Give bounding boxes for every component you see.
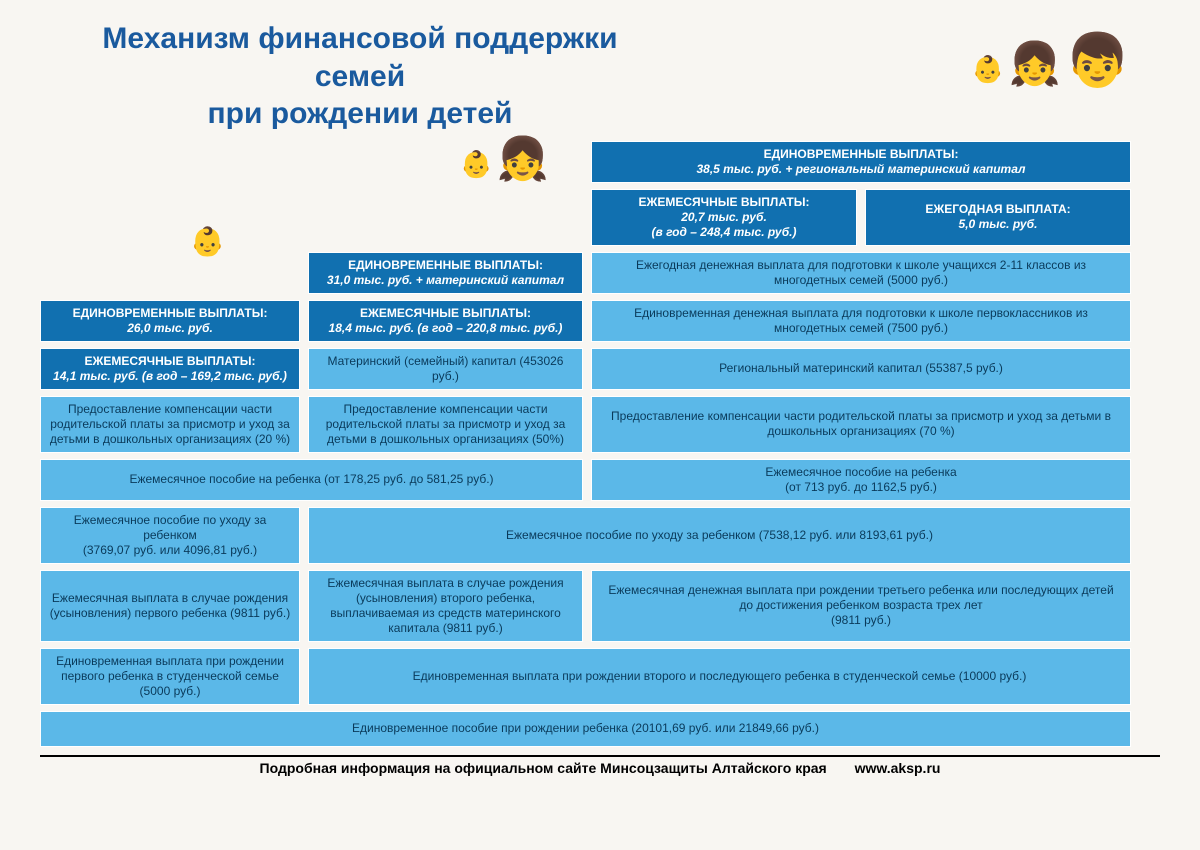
col3-annual-header: ЕЖЕГОДНАЯ ВЫПЛАТА: 5,0 тыс. руб. — [865, 189, 1131, 246]
col3-regional-capital: Региональный материнский капитал (55387,… — [591, 348, 1131, 390]
col1-student-family: Единовременная выплата при рождении перв… — [40, 648, 300, 705]
footer-text: Подробная информация на официальном сайт… — [260, 760, 827, 776]
col3-school-2-11: Ежегодная денежная выплата для подготовк… — [591, 252, 1131, 294]
col3-monthly-header: ЕЖЕМЕСЯЧНЫЕ ВЫПЛАТЫ: 20,7 тыс. руб. (в г… — [591, 189, 857, 246]
all-onetime-birth-benefit: Единовременное пособие при рождении ребе… — [40, 711, 1131, 747]
col23-care-benefit: Ежемесячное пособие по уходу за ребенком… — [308, 507, 1131, 564]
col2-birth-monthly: Ежемесячная выплата в случае рождения (у… — [308, 570, 583, 642]
footer-url: www.aksp.ru — [855, 760, 941, 776]
col2-kindergarten-comp: Предоставление компенсации части родител… — [308, 396, 583, 453]
children-illustration-2: 👶 👧 — [460, 135, 549, 184]
children-illustration-3plus: 👶 👧 👦 — [972, 30, 1130, 91]
col1-monthly-header: ЕЖЕМЕСЯЧНЫЕ ВЫПЛАТЫ: 14,1 тыс. руб. (в г… — [40, 348, 300, 390]
col2-onetime-header: ЕДИНОВРЕМЕННЫЕ ВЫПЛАТЫ: 31,0 тыс. руб. +… — [308, 252, 583, 294]
col1-birth-monthly: Ежемесячная выплата в случае рождения (у… — [40, 570, 300, 642]
col3-monthly-child-benefit: Ежемесячное пособие на ребенка (от 713 р… — [591, 459, 1131, 501]
col1-care-benefit: Ежемесячное пособие по уходу за ребенком… — [40, 507, 300, 564]
col1-onetime-header: ЕДИНОВРЕМЕННЫЕ ВЫПЛАТЫ: 26,0 тыс. руб. — [40, 300, 300, 342]
col2-monthly-header: ЕЖЕМЕСЯЧНЫЕ ВЫПЛАТЫ: 18,4 тыс. руб. (в г… — [308, 300, 583, 342]
children-illustration-1: 👶 — [190, 225, 225, 258]
col3-onetime-header: ЕДИНОВРЕМЕННЫЕ ВЫПЛАТЫ: 38,5 тыс. руб. +… — [591, 141, 1131, 183]
col3-kindergarten-comp: Предоставление компенсации части родител… — [591, 396, 1131, 453]
col12-monthly-child-benefit: Ежемесячное пособие на ребенка (от 178,2… — [40, 459, 583, 501]
col23-student-family: Единовременная выплата при рождении втор… — [308, 648, 1131, 705]
page-title: Механизм финансовой поддержки семей при … — [80, 20, 640, 133]
footer: Подробная информация на официальном сайт… — [40, 755, 1160, 776]
col2-maternity-capital: Материнский (семейный) капитал (453026 р… — [308, 348, 583, 390]
col3-birth-monthly: Ежемесячная денежная выплата при рождени… — [591, 570, 1131, 642]
col1-kindergarten-comp: Предоставление компенсации части родител… — [40, 396, 300, 453]
col3-first-grader: Единовременная денежная выплата для подг… — [591, 300, 1131, 342]
